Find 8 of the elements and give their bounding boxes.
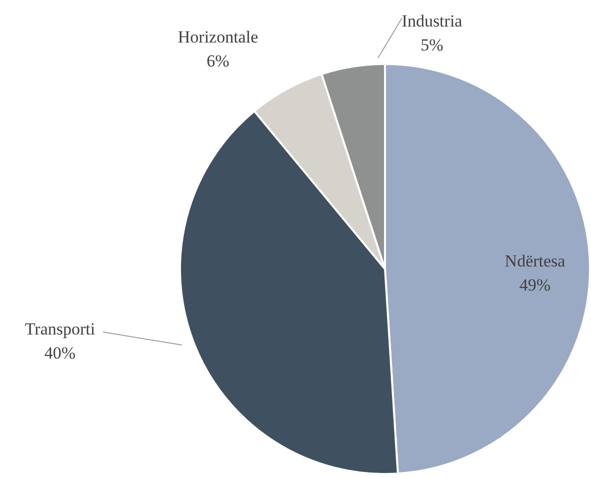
data-label: 40% [44,343,76,362]
slice-label: Ndërtesa [504,251,566,270]
slice-label: Industria [402,11,463,30]
data-label: 49% [519,275,551,294]
data-label: 6% [206,51,230,70]
data-label: 5% [420,35,444,54]
slice-label: Horizontale [178,27,258,46]
slice-label: Transporti [24,319,96,338]
